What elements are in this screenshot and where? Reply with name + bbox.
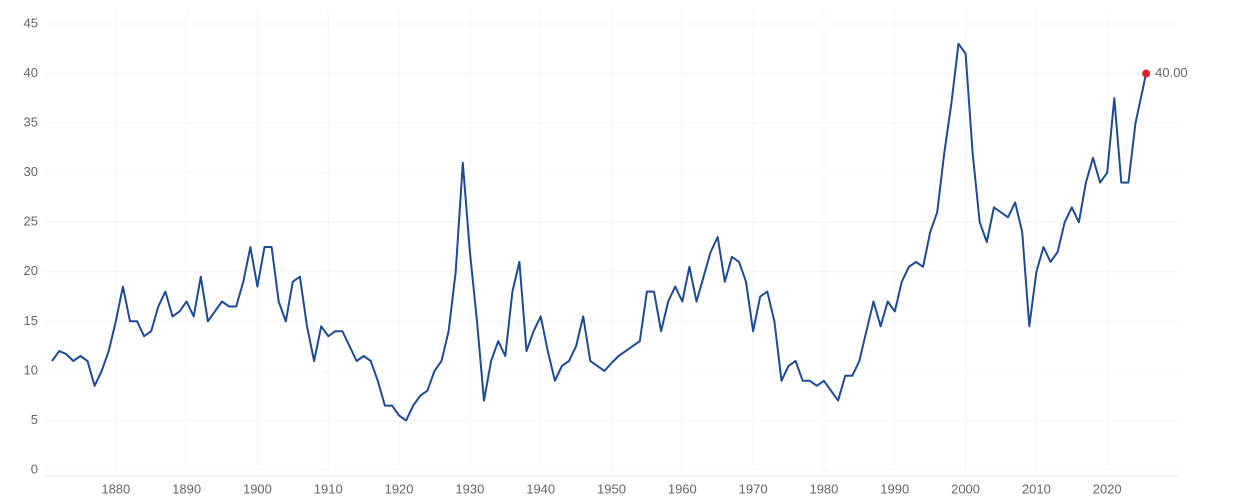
y-tick-label: 40 xyxy=(24,65,38,80)
y-tick-label: 25 xyxy=(24,214,38,229)
x-tick-label: 1990 xyxy=(880,481,909,496)
y-tick-label: 45 xyxy=(24,15,38,30)
x-tick-label: 1950 xyxy=(597,481,626,496)
y-tick-label: 20 xyxy=(24,263,38,278)
x-tick-label: 1890 xyxy=(172,481,201,496)
x-tick-label: 1960 xyxy=(668,481,697,496)
x-tick-label: 1910 xyxy=(314,481,343,496)
y-tick-label: 0 xyxy=(31,461,38,476)
y-tick-label: 35 xyxy=(24,115,38,130)
line xyxy=(51,42,1148,422)
x-tick-label: 1900 xyxy=(243,481,272,496)
y-tick-label: 5 xyxy=(31,412,38,427)
x-tick-label: 1930 xyxy=(455,481,484,496)
y-tick-label: 30 xyxy=(24,164,38,179)
end-label: 40.00 xyxy=(1155,65,1188,80)
y-tick-label: 10 xyxy=(24,362,38,377)
x-tick-label: 1920 xyxy=(385,481,414,496)
x-tick-label: 2010 xyxy=(1022,481,1051,496)
end-point xyxy=(1142,69,1151,78)
x-tick-label: 1980 xyxy=(809,481,838,496)
y-tick-label: 15 xyxy=(24,313,38,328)
x-tick-label: 1940 xyxy=(526,481,555,496)
x-tick-label: 2000 xyxy=(951,481,980,496)
x-tick-label: 1970 xyxy=(739,481,768,496)
x-tick-label: 2020 xyxy=(1093,481,1122,496)
x-tick-label: 1880 xyxy=(101,481,130,496)
